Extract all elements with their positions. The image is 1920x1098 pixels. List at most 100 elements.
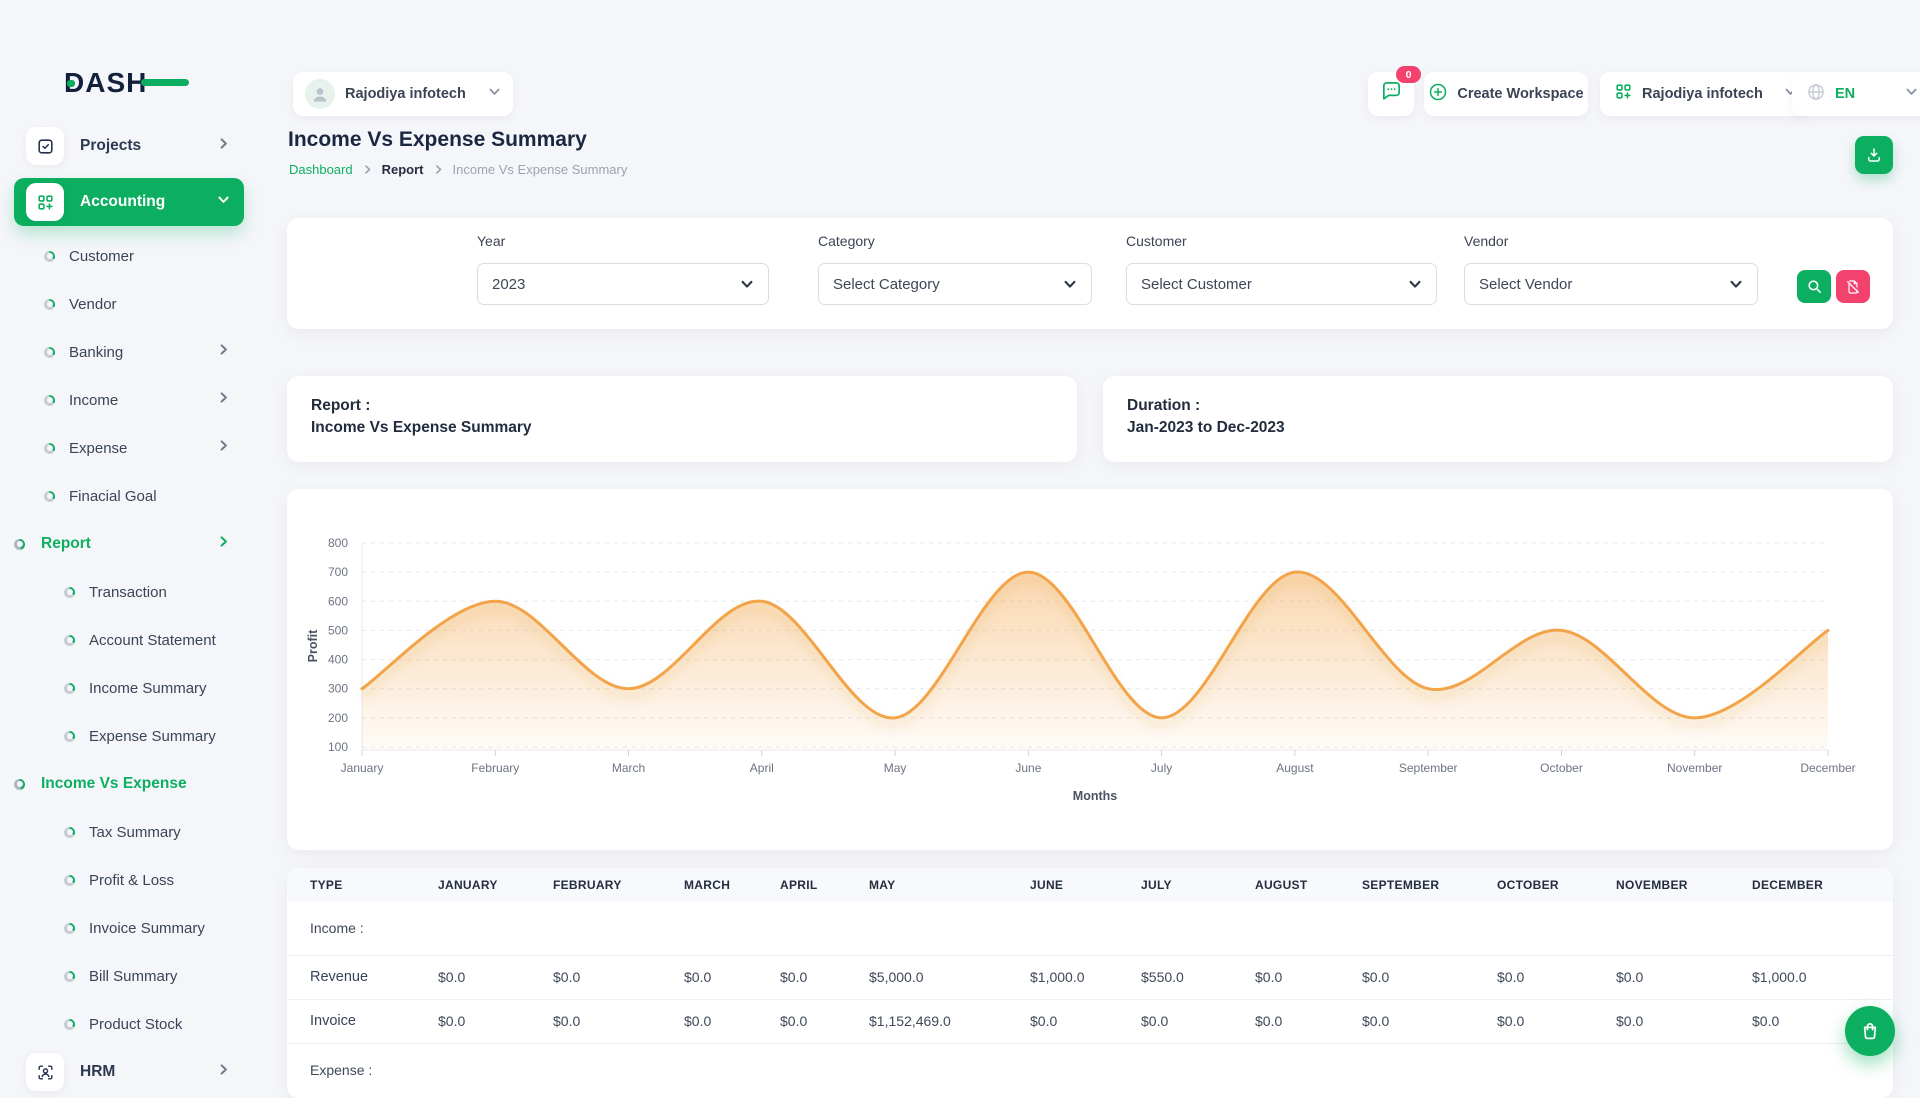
column-header-september: SEPTEMBER <box>1362 878 1440 892</box>
bullet-icon <box>64 634 75 646</box>
svg-text:Months: Months <box>1073 789 1117 803</box>
sidebar-item-vendor[interactable]: Vendor <box>14 280 244 328</box>
cell-value: $0.0 <box>1255 969 1283 985</box>
sidebar-item-income[interactable]: Income <box>14 376 244 424</box>
cell-value: $0.0 <box>1497 1013 1525 1029</box>
cell-value: $0.0 <box>438 969 466 985</box>
create-workspace-button[interactable]: Create Workspace <box>1424 72 1588 116</box>
cell-value: $0.0 <box>1030 1013 1058 1029</box>
sidebar-item-bill-summary[interactable]: Bill Summary <box>14 952 244 1000</box>
breadcrumb-report[interactable]: Report <box>381 162 424 177</box>
sidebar-item-invoice-summary[interactable]: Invoice Summary <box>14 904 244 952</box>
customer-select[interactable]: Select Customer <box>1126 263 1437 305</box>
shop-fab-button[interactable] <box>1845 1006 1895 1056</box>
svg-text:600: 600 <box>328 594 348 608</box>
chevron-down-icon <box>1905 85 1918 103</box>
table-section-income: Income : <box>287 902 1893 955</box>
filter-panel: Year 2023 Category Select Category Custo… <box>287 218 1893 329</box>
category-select[interactable]: Select Category <box>818 263 1092 305</box>
messages-button[interactable]: 0 <box>1368 66 1421 116</box>
workspace-name-label: Rajodiya infotech <box>1642 86 1763 102</box>
shopping-bag-icon <box>1863 1023 1877 1040</box>
chevron-right-icon <box>217 343 230 361</box>
sidebar-item-transaction[interactable]: Transaction <box>14 568 244 616</box>
vendor-label: Vendor <box>1464 233 1509 249</box>
sidebar-item-finacial-goal[interactable]: Finacial Goal <box>14 472 244 520</box>
workspace-user-label: Rajodiya infotech <box>345 86 466 102</box>
svg-text:August: August <box>1276 761 1314 775</box>
table-row-revenue: Revenue $0.0 $0.0 $0.0 $0.0 $5,000.0 $1,000.0 $… <box>287 955 1893 999</box>
messages-badge: 0 <box>1396 66 1421 83</box>
sidebar-item-income-summary[interactable]: Income Summary <box>14 664 244 712</box>
sidebar-item-income-vs-expense[interactable]: Income Vs Expense <box>14 760 244 808</box>
sidebar-item-expense-summary[interactable]: Expense Summary <box>14 712 244 760</box>
app-logo[interactable]: DASH <box>64 66 189 100</box>
bullet-icon <box>64 730 75 742</box>
svg-text:400: 400 <box>328 653 348 667</box>
download-icon <box>1868 148 1880 162</box>
cell-value: $0.0 <box>1497 969 1525 985</box>
bullet-icon <box>44 298 55 310</box>
sidebar-item-account-statement[interactable]: Account Statement <box>14 616 244 664</box>
bullet-icon <box>64 586 75 598</box>
sidebar-item-tax-summary[interactable]: Tax Summary <box>14 808 244 856</box>
category-label: Category <box>818 233 875 249</box>
sidebar-item-customer[interactable]: Customer <box>14 232 244 280</box>
income-expense-table: TYPE JANUARY FEBRUARY MARCH APRIL MAY JUNE JULY… <box>287 868 1893 1096</box>
user-frame-icon <box>26 1053 64 1091</box>
svg-text:Profit: Profit <box>306 629 320 662</box>
svg-text:March: March <box>612 761 645 775</box>
vendor-select[interactable]: Select Vendor <box>1464 263 1758 305</box>
cell-value: $1,000.0 <box>1752 969 1807 985</box>
language-selector[interactable]: EN <box>1792 72 1920 116</box>
cell-value: $0.0 <box>780 1013 808 1029</box>
breadcrumb-current: Income Vs Expense Summary <box>452 162 628 177</box>
column-header-november: NOVEMBER <box>1616 878 1688 892</box>
logo-text: DASH <box>64 67 148 98</box>
chevron-right-icon <box>435 165 441 174</box>
chevron-right-icon <box>364 165 370 174</box>
grid-plus-icon <box>26 183 64 221</box>
checkbox-icon <box>26 127 64 165</box>
reset-filter-button[interactable] <box>1836 270 1870 303</box>
chat-icon <box>1380 80 1403 108</box>
bullet-icon <box>44 346 55 358</box>
download-button[interactable] <box>1855 136 1893 174</box>
cell-value: $0.0 <box>1255 1013 1283 1029</box>
sidebar-item-profit-loss[interactable]: Profit & Loss <box>14 856 244 904</box>
breadcrumb-dashboard[interactable]: Dashboard <box>289 162 353 177</box>
logo-dot <box>67 80 75 87</box>
workspace-switcher[interactable]: Rajodiya infotech <box>1600 72 1811 116</box>
cell-value: $1,152,469.0 <box>869 1013 951 1029</box>
sidebar-item-expense[interactable]: Expense <box>14 424 244 472</box>
cell-value: $0.0 <box>1362 1013 1390 1029</box>
table-row-invoice: Invoice $0.0 $0.0 $0.0 $0.0 $1,152,469.0 $0.0 $… <box>287 999 1893 1043</box>
cell-value: $0.0 <box>1141 1013 1169 1029</box>
sidebar-item-hrm[interactable]: HRM <box>14 1048 244 1096</box>
cell-value: $0.0 <box>1616 969 1644 985</box>
sidebar-item-accounting[interactable]: Accounting <box>14 178 244 226</box>
svg-text:200: 200 <box>328 711 348 725</box>
svg-text:February: February <box>471 761 519 775</box>
bullet-icon <box>64 682 75 694</box>
report-label: Report : <box>311 397 371 414</box>
user-workspace-dropdown[interactable]: Rajodiya infotech <box>293 72 513 116</box>
apply-filter-button[interactable] <box>1797 270 1831 303</box>
svg-text:September: September <box>1399 761 1458 775</box>
sidebar-item-report[interactable]: Report <box>14 520 244 568</box>
svg-text:July: July <box>1151 761 1172 775</box>
customer-filter: Customer Select Customer <box>1126 233 1437 305</box>
sidebar-item-product-stock[interactable]: Product Stock <box>14 1000 244 1048</box>
chevron-down-icon <box>741 280 753 288</box>
year-select[interactable]: 2023 <box>477 263 769 305</box>
svg-text:100: 100 <box>328 740 348 754</box>
sidebar-item-projects[interactable]: Projects <box>14 122 244 170</box>
year-filter: Year 2023 <box>477 233 769 305</box>
duration-summary-card: Duration : Jan-2023 to Dec-2023 <box>1103 376 1893 462</box>
income-expense-table-card: TYPE JANUARY FEBRUARY MARCH APRIL MAY JUNE JULY… <box>287 868 1893 1098</box>
create-workspace-label: Create Workspace <box>1457 86 1584 102</box>
chevron-right-icon <box>217 535 230 553</box>
bullet-icon <box>64 826 75 838</box>
sidebar-item-banking[interactable]: Banking <box>14 328 244 376</box>
column-header-april: APRIL <box>780 878 818 892</box>
